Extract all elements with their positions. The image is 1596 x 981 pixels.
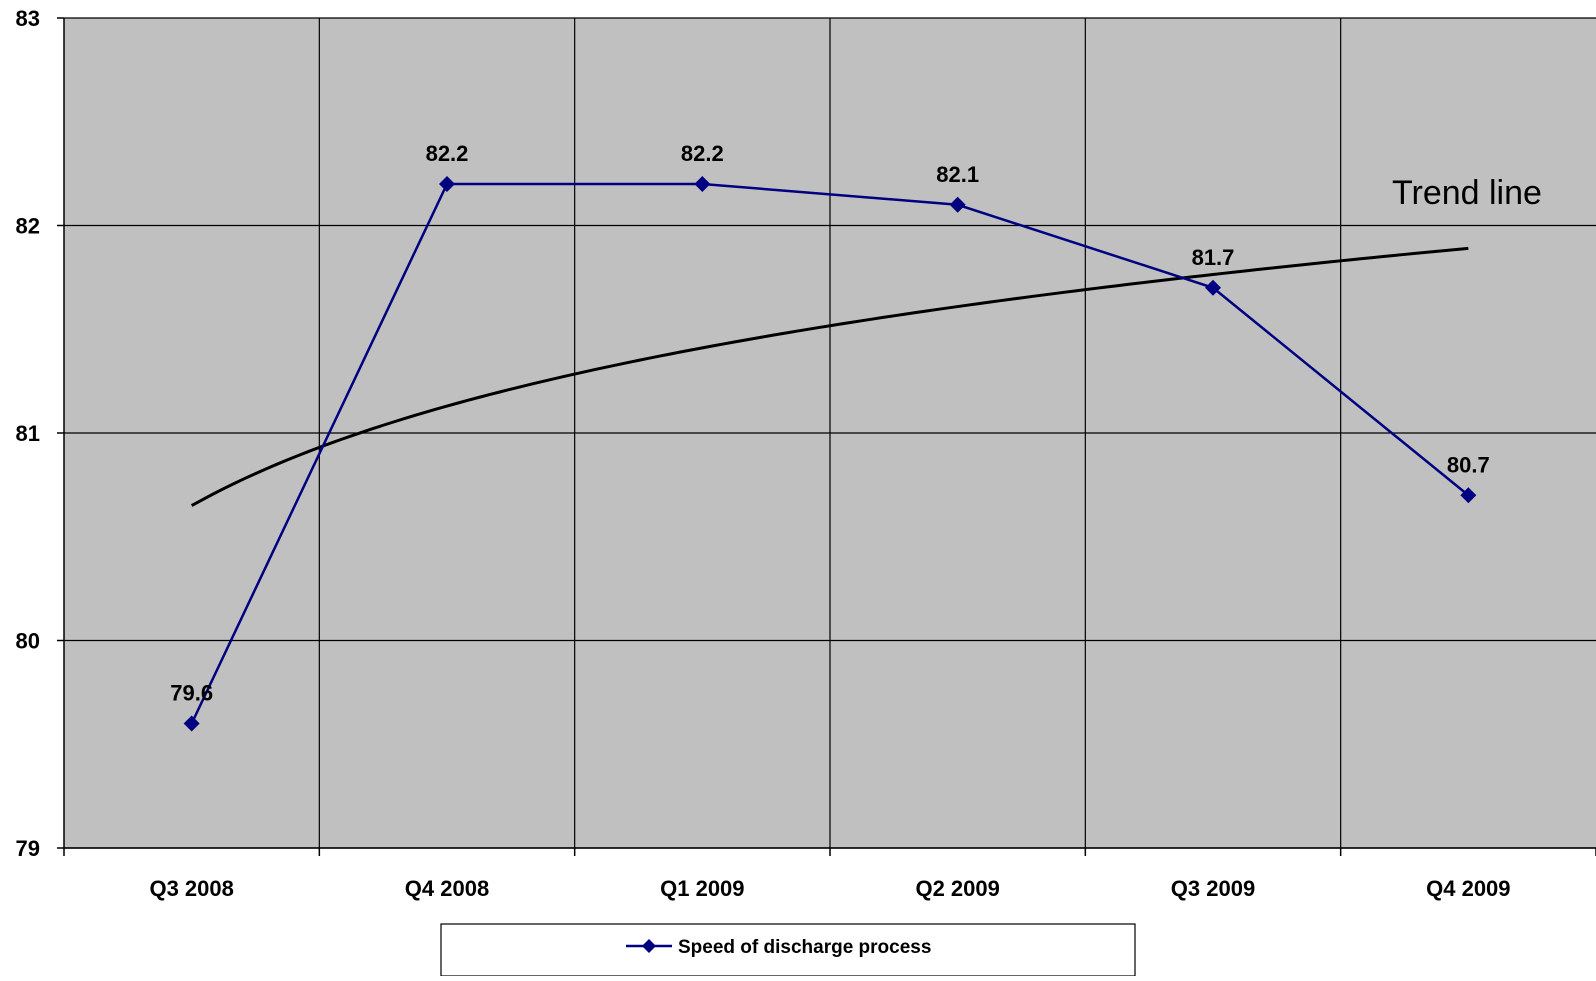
data-point <box>1460 487 1477 504</box>
data-label: 80.7 <box>1447 452 1490 477</box>
x-tick-label: Q4 2009 <box>1426 876 1510 901</box>
data-point <box>1205 279 1221 296</box>
data-label: 81.7 <box>1192 245 1235 270</box>
data-point <box>949 196 966 213</box>
y-tick-labels: 79 80 81 82 83 <box>16 6 40 861</box>
x-tick-label: Q1 2009 <box>660 876 744 901</box>
data-point <box>183 715 200 732</box>
data-label: 82.2 <box>426 141 469 166</box>
series-line <box>190 182 1470 725</box>
trendline-group <box>190 246 1469 507</box>
y-tick-label: 80 <box>16 629 40 654</box>
trendline-label: Trend line <box>1392 174 1542 212</box>
data-labels: 79.6 82.2 82.2 82.1 81.7 80.7 <box>170 141 1489 706</box>
x-tick-label: Q3 2009 <box>1171 876 1255 901</box>
x-tick-labels: Q3 2008 Q4 2008 Q1 2009 Q2 2009 Q3 2009 Q4 20… <box>149 876 1510 901</box>
data-label: 79.6 <box>170 681 213 706</box>
data-point <box>439 176 455 192</box>
legend-series-marker <box>642 939 656 953</box>
x-tick-label: Q4 2008 <box>405 876 489 901</box>
y-tick-label: 79 <box>16 836 40 861</box>
data-label: 82.1 <box>936 162 979 187</box>
series-group <box>183 176 1477 732</box>
data-point <box>694 176 711 192</box>
trendline <box>190 246 1469 507</box>
y-tick-label: 81 <box>16 421 40 446</box>
y-tick-label: 82 <box>16 214 40 239</box>
x-tick-label: Q2 2009 <box>915 876 999 901</box>
legend-series-label: Speed of discharge process <box>678 937 931 958</box>
axes <box>57 17 1596 856</box>
data-label: 82.2 <box>681 141 724 166</box>
x-tick-label: Q3 2008 <box>149 876 233 901</box>
legend: Speed of discharge process <box>440 923 1136 977</box>
y-tick-label: 83 <box>16 6 40 31</box>
